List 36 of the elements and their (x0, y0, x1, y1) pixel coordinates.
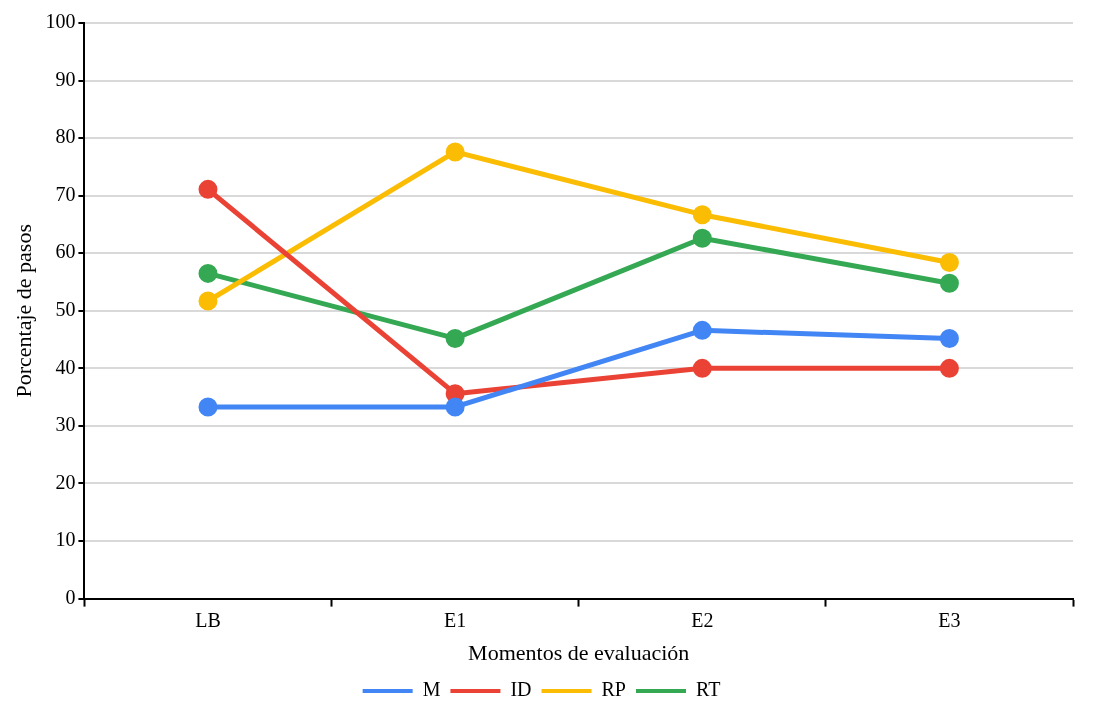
x-tick-label: E1 (444, 608, 467, 631)
point (692, 358, 712, 378)
y-tick-label: 100 (45, 10, 76, 33)
y-tick-label: 60 (55, 240, 76, 263)
point (445, 328, 465, 348)
legend-label: M (422, 678, 441, 701)
y-tick-label: 0 (65, 585, 76, 608)
legend-label: RP (601, 678, 626, 701)
x-tick-label: E3 (938, 608, 961, 631)
y-tick-label: 50 (55, 298, 76, 321)
legend-label: RT (696, 678, 721, 701)
point (939, 328, 959, 348)
y-tick-label: 10 (55, 528, 76, 551)
point (939, 252, 959, 272)
point (939, 358, 959, 378)
y-axis-title: Porcentaje de pasos (10, 224, 36, 398)
point (198, 263, 218, 283)
point (198, 291, 218, 311)
point (445, 142, 465, 162)
x-axis-title: Momentos de evaluación (468, 639, 690, 665)
x-tick-label: LB (195, 608, 221, 631)
y-tick-label: 30 (55, 413, 76, 436)
point (692, 320, 712, 340)
point (939, 273, 959, 293)
point (198, 179, 218, 199)
y-tick-label: 90 (55, 67, 76, 90)
point (445, 397, 465, 417)
y-tick-label: 20 (55, 470, 76, 493)
y-tick-label: 80 (55, 125, 76, 148)
x-tick-label: E2 (691, 608, 714, 631)
point (692, 228, 712, 248)
y-tick-label: 40 (55, 355, 76, 378)
point (198, 397, 218, 417)
legend-label: ID (510, 678, 532, 701)
y-tick-label: 70 (55, 182, 76, 205)
point (692, 205, 712, 225)
